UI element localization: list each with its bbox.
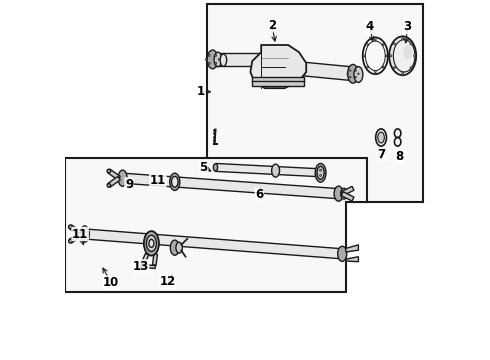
Ellipse shape	[393, 67, 395, 69]
Ellipse shape	[334, 186, 343, 201]
Ellipse shape	[147, 235, 156, 251]
Ellipse shape	[205, 59, 207, 60]
Ellipse shape	[324, 172, 326, 174]
Text: 11: 11	[150, 174, 166, 186]
Ellipse shape	[170, 173, 180, 190]
Ellipse shape	[80, 226, 89, 242]
Ellipse shape	[144, 231, 159, 256]
Ellipse shape	[374, 71, 376, 73]
Ellipse shape	[207, 50, 218, 69]
Ellipse shape	[107, 184, 111, 187]
Ellipse shape	[208, 55, 210, 57]
Ellipse shape	[69, 225, 72, 229]
Text: 6: 6	[255, 188, 264, 201]
Text: 11: 11	[72, 228, 88, 240]
Polygon shape	[141, 253, 149, 266]
Ellipse shape	[354, 67, 363, 82]
Ellipse shape	[319, 169, 321, 171]
Ellipse shape	[378, 132, 384, 143]
Ellipse shape	[215, 62, 217, 64]
Text: 1: 1	[197, 85, 205, 98]
Text: 8: 8	[395, 150, 403, 163]
Ellipse shape	[414, 55, 416, 57]
Polygon shape	[252, 77, 304, 85]
Text: 9: 9	[125, 178, 133, 191]
Ellipse shape	[220, 54, 227, 66]
Ellipse shape	[214, 52, 222, 67]
Polygon shape	[346, 245, 358, 252]
Polygon shape	[65, 158, 368, 292]
Polygon shape	[250, 45, 306, 88]
Ellipse shape	[107, 169, 111, 173]
Polygon shape	[346, 257, 358, 262]
Ellipse shape	[172, 176, 178, 187]
Ellipse shape	[315, 163, 326, 182]
Ellipse shape	[176, 242, 182, 253]
Ellipse shape	[218, 59, 220, 60]
Ellipse shape	[118, 170, 127, 186]
Ellipse shape	[374, 39, 376, 41]
Ellipse shape	[208, 62, 210, 64]
Polygon shape	[341, 186, 354, 195]
Ellipse shape	[382, 66, 384, 68]
Polygon shape	[108, 176, 120, 187]
Text: 10: 10	[103, 276, 119, 289]
Polygon shape	[69, 232, 82, 243]
Ellipse shape	[215, 55, 217, 57]
Ellipse shape	[341, 188, 347, 199]
Ellipse shape	[390, 55, 392, 57]
Polygon shape	[152, 254, 157, 265]
Text: 3: 3	[404, 21, 412, 33]
Text: 2: 2	[268, 19, 276, 32]
Ellipse shape	[347, 73, 348, 75]
Ellipse shape	[389, 36, 416, 75]
FancyBboxPatch shape	[207, 4, 423, 202]
Ellipse shape	[410, 67, 412, 69]
Ellipse shape	[402, 72, 404, 74]
Text: 5: 5	[199, 161, 208, 174]
Text: 7: 7	[377, 148, 385, 161]
Ellipse shape	[410, 43, 412, 45]
Ellipse shape	[317, 166, 324, 179]
Polygon shape	[122, 173, 339, 199]
Ellipse shape	[347, 64, 358, 83]
Ellipse shape	[402, 38, 404, 40]
Ellipse shape	[367, 66, 368, 68]
Text: 4: 4	[366, 21, 374, 33]
Ellipse shape	[393, 40, 415, 72]
Ellipse shape	[319, 175, 321, 176]
Ellipse shape	[355, 70, 356, 71]
Ellipse shape	[69, 239, 72, 243]
Ellipse shape	[364, 55, 366, 57]
Polygon shape	[213, 53, 267, 66]
Ellipse shape	[382, 44, 384, 45]
Ellipse shape	[349, 76, 351, 78]
Ellipse shape	[385, 55, 387, 57]
Polygon shape	[84, 229, 343, 259]
Polygon shape	[304, 62, 354, 81]
Ellipse shape	[349, 70, 351, 71]
Ellipse shape	[403, 45, 412, 59]
Polygon shape	[108, 169, 120, 180]
Ellipse shape	[358, 73, 359, 75]
Ellipse shape	[149, 239, 154, 247]
Text: 13: 13	[132, 260, 149, 273]
Ellipse shape	[355, 76, 356, 78]
Polygon shape	[141, 264, 156, 269]
Ellipse shape	[171, 240, 179, 255]
Ellipse shape	[376, 129, 387, 146]
Polygon shape	[215, 163, 321, 177]
Ellipse shape	[271, 164, 280, 177]
Ellipse shape	[367, 44, 368, 45]
Text: 12: 12	[159, 275, 176, 288]
Ellipse shape	[393, 43, 395, 45]
Polygon shape	[341, 192, 354, 201]
Ellipse shape	[213, 164, 218, 171]
Ellipse shape	[338, 246, 347, 261]
Polygon shape	[69, 225, 82, 236]
Ellipse shape	[316, 172, 317, 174]
